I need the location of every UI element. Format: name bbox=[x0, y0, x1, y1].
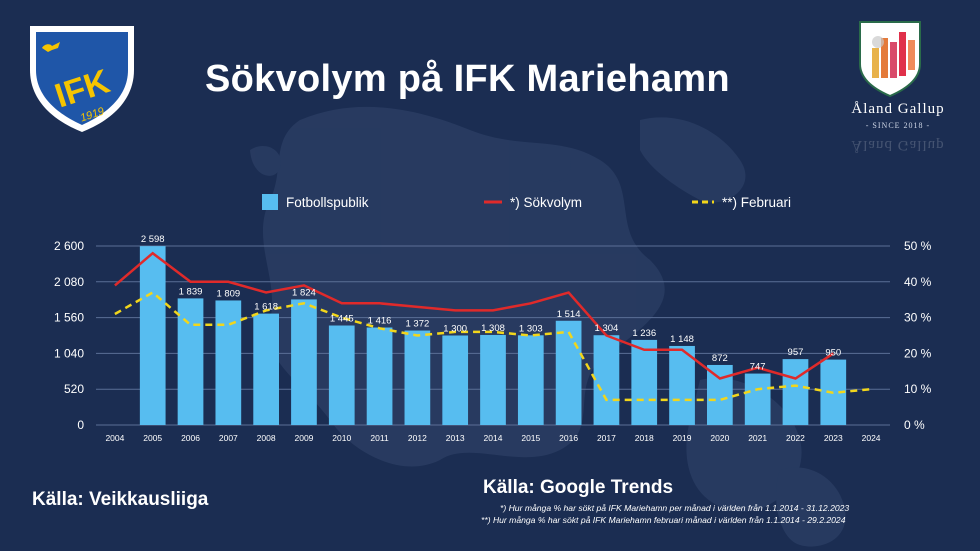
bar bbox=[669, 345, 695, 425]
y-left-tick-label: 2 080 bbox=[54, 275, 84, 289]
footnote-februari: **) Hur många % har sökt på IFK Marieham… bbox=[481, 515, 846, 525]
bar bbox=[707, 364, 733, 425]
bar-data-label: 1 300 bbox=[443, 324, 467, 335]
y-left-tick-label: 1 040 bbox=[54, 346, 84, 360]
bar bbox=[177, 298, 204, 425]
x-tick-label: 2017 bbox=[597, 433, 616, 443]
bar bbox=[366, 327, 393, 425]
bar-data-label: 1 618 bbox=[254, 302, 278, 313]
y-right-tick-label: 40 % bbox=[904, 275, 932, 289]
y-right-tick-label: 0 % bbox=[904, 418, 925, 432]
bar bbox=[328, 325, 355, 425]
legend-label-sokvolym: *) Sökvolym bbox=[510, 195, 582, 210]
gallup-emblem-icon bbox=[859, 21, 921, 98]
bar bbox=[139, 246, 166, 425]
x-tick-label: 2024 bbox=[862, 433, 881, 443]
bar-data-label: 950 bbox=[825, 348, 841, 359]
y-right-tick-label: 50 % bbox=[904, 239, 932, 253]
bar bbox=[593, 335, 620, 425]
x-tick-label: 2023 bbox=[824, 433, 843, 443]
bar bbox=[404, 330, 431, 425]
source-veikkausliiga: Källa: Veikkausliiga bbox=[32, 489, 209, 510]
bar-data-label: 872 bbox=[712, 353, 728, 364]
source-google-trends: Källa: Google Trends bbox=[483, 477, 674, 498]
bar bbox=[517, 335, 544, 425]
x-tick-label: 2010 bbox=[332, 433, 351, 443]
bar-data-label: 1 236 bbox=[632, 328, 656, 339]
bar bbox=[442, 335, 469, 425]
series-sokvolym-line bbox=[114, 251, 834, 380]
bar bbox=[253, 313, 279, 425]
legend-label-fotbollspublik: Fotbollspublik bbox=[286, 195, 369, 210]
footnote-sokvolym: *) Hur många % har sökt på IFK Mariehamn… bbox=[500, 503, 850, 513]
y-left-tick-label: 1 560 bbox=[54, 311, 84, 325]
bar bbox=[631, 339, 658, 425]
bar-data-label: 1 148 bbox=[670, 334, 694, 345]
x-tick-label: 2022 bbox=[786, 433, 805, 443]
legend-label-februari: **) Februari bbox=[722, 195, 791, 210]
x-tick-label: 2019 bbox=[673, 433, 692, 443]
gallup-since: - SINCE 2018 - bbox=[865, 121, 931, 130]
x-tick-label: 2013 bbox=[446, 433, 465, 443]
bar-data-label: 1 308 bbox=[481, 323, 505, 334]
x-tick-label: 2006 bbox=[181, 433, 200, 443]
bar bbox=[782, 359, 809, 425]
ifk-logo: IFK 1919 bbox=[30, 26, 134, 132]
x-tick-label: 2018 bbox=[635, 433, 654, 443]
y-left-tick-label: 2 600 bbox=[54, 239, 84, 253]
bar-data-label: 1 372 bbox=[405, 319, 429, 330]
x-tick-label: 2004 bbox=[105, 433, 124, 443]
x-tick-label: 2009 bbox=[294, 433, 313, 443]
bar-data-label: 1 514 bbox=[557, 309, 581, 320]
x-tick-label: 2012 bbox=[408, 433, 427, 443]
bar-data-label: 1 416 bbox=[368, 316, 392, 327]
x-tick-label: 2021 bbox=[748, 433, 767, 443]
bar-data-label: 1 304 bbox=[595, 323, 619, 334]
x-tick-label: 2008 bbox=[257, 433, 276, 443]
bar-data-label: 2 598 bbox=[141, 234, 165, 245]
bar-data-label: 1 824 bbox=[292, 287, 316, 298]
y-left-tick-label: 520 bbox=[64, 382, 84, 396]
bar-data-label: 1 839 bbox=[179, 286, 203, 297]
aland-gallup-logo: Åland Gallup - SINCE 2018 - Åland Gallup bbox=[838, 18, 958, 168]
x-tick-label: 2014 bbox=[484, 433, 503, 443]
bar bbox=[291, 299, 317, 425]
bar bbox=[555, 320, 582, 425]
bar-data-label: 1 809 bbox=[216, 288, 240, 299]
x-tick-label: 2016 bbox=[559, 433, 578, 443]
bar bbox=[215, 300, 242, 425]
bar-data-label: 1 445 bbox=[330, 314, 354, 325]
x-tick-label: 2007 bbox=[219, 433, 238, 443]
page-title: Sökvolym på IFK Mariehamn bbox=[205, 58, 730, 100]
x-tick-label: 2020 bbox=[710, 433, 729, 443]
series-februari-line bbox=[114, 290, 872, 402]
y-right-tick-label: 30 % bbox=[904, 311, 932, 325]
bar-data-label: 747 bbox=[750, 362, 766, 373]
bar-data-label: 1 303 bbox=[519, 323, 543, 334]
gallup-name: Åland Gallup bbox=[851, 101, 945, 117]
bar-data-label: 957 bbox=[788, 347, 804, 358]
legend-swatch-fotbollspublik bbox=[262, 194, 278, 210]
x-tick-label: 2011 bbox=[370, 433, 389, 443]
x-tick-label: 2005 bbox=[143, 433, 162, 443]
y-right-tick-label: 20 % bbox=[904, 346, 932, 360]
y-right-tick-label: 10 % bbox=[904, 382, 932, 396]
bar bbox=[744, 373, 771, 425]
bar bbox=[480, 334, 506, 425]
x-tick-label: 2015 bbox=[521, 433, 540, 443]
y-left-tick-label: 0 bbox=[77, 418, 84, 432]
